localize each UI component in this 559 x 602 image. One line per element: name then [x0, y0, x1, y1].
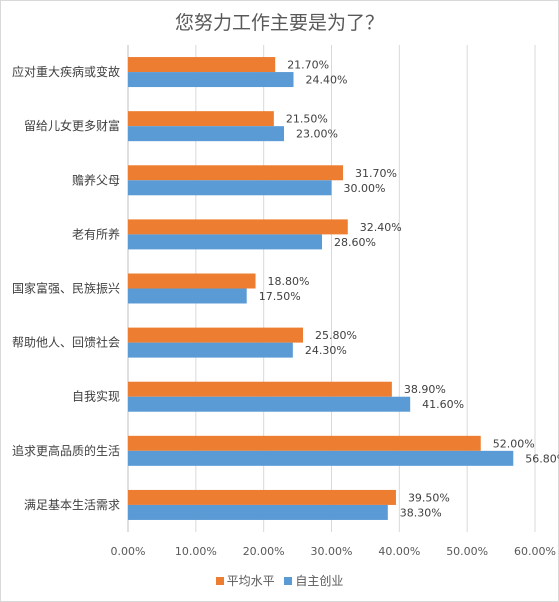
- data-label-series-0-cat-5: 25.80%: [315, 329, 357, 342]
- data-label-series-1-cat-8: 38.30%: [400, 506, 442, 519]
- x-tick-label-5: 50.00%: [446, 545, 488, 558]
- legend-label-series-1: 自主创业: [295, 574, 344, 588]
- bar-series-0-cat-2: [128, 165, 344, 181]
- legend-label-series-0: 平均水平: [226, 574, 275, 588]
- category-label-7: 追求更高品质的生活: [12, 443, 120, 458]
- x-tick-label-0: 0.00%: [111, 545, 146, 558]
- legend: 平均水平 自主创业: [0, 572, 559, 589]
- category-label-3: 老有所养: [72, 226, 120, 241]
- legend-swatch-series-1: [284, 576, 293, 585]
- bar-series-0-cat-4: [128, 273, 256, 289]
- data-label-series-1-cat-1: 23.00%: [296, 128, 338, 141]
- category-label-0: 应对重大疾病或变故: [12, 64, 120, 79]
- x-tick-label-1: 10.00%: [175, 545, 217, 558]
- data-label-series-0-cat-4: 18.80%: [268, 275, 310, 288]
- data-label-series-1-cat-5: 24.30%: [305, 344, 347, 357]
- bar-series-0-cat-7: [128, 435, 481, 451]
- data-label-series-0-cat-8: 39.50%: [408, 491, 450, 504]
- bar-series-0-cat-6: [128, 381, 392, 397]
- bar-series-0-cat-5: [128, 327, 304, 343]
- category-label-2: 赡养父母: [72, 172, 120, 187]
- bar-series-1-cat-6: [128, 396, 411, 412]
- bar-series-1-cat-7: [128, 450, 514, 466]
- data-label-series-0-cat-2: 31.70%: [355, 167, 397, 180]
- bar-series-1-cat-1: [128, 126, 285, 142]
- category-label-6: 自我实现: [72, 389, 120, 404]
- data-label-series-1-cat-2: 30.00%: [344, 182, 386, 195]
- data-label-series-1-cat-0: 24.40%: [306, 74, 348, 87]
- chart-title: 您努力工作主要是为了？: [174, 12, 384, 34]
- data-label-series-1-cat-4: 17.50%: [259, 290, 301, 303]
- legend-swatch-series-0: [215, 576, 224, 585]
- data-label-series-0-cat-3: 32.40%: [360, 221, 402, 234]
- legend-item-series-1: 自主创业: [284, 572, 343, 589]
- bar-series-1-cat-8: [128, 504, 388, 520]
- bar-series-0-cat-1: [128, 111, 274, 127]
- bar-series-1-cat-2: [128, 180, 332, 196]
- bar-series-1-cat-5: [128, 342, 293, 358]
- x-tick-label-4: 40.00%: [378, 545, 420, 558]
- legend-item-series-0: 平均水平: [215, 572, 275, 589]
- data-label-series-1-cat-3: 28.60%: [334, 236, 376, 249]
- bar-series-1-cat-3: [128, 234, 323, 250]
- category-label-1: 留给儿女更多财富: [24, 118, 120, 133]
- category-label-5: 帮助他人、回馈社会: [12, 335, 120, 350]
- data-label-series-0-cat-0: 21.70%: [287, 59, 329, 72]
- x-tick-label-3: 30.00%: [311, 545, 353, 558]
- bar-series-0-cat-8: [128, 489, 396, 505]
- category-label-8: 满足基本生活需求: [24, 498, 120, 512]
- data-label-series-1-cat-6: 41.60%: [422, 398, 464, 411]
- data-label-series-0-cat-1: 21.50%: [286, 113, 328, 126]
- x-tick-label-2: 20.00%: [243, 545, 285, 558]
- data-label-series-1-cat-7: 56.80%: [525, 452, 559, 465]
- bar-series-0-cat-0: [128, 57, 276, 73]
- data-label-series-0-cat-7: 52.00%: [493, 437, 535, 450]
- bar-series-0-cat-3: [128, 219, 348, 235]
- x-tick-label-6: 60.00%: [514, 545, 556, 558]
- data-label-series-0-cat-6: 38.90%: [404, 383, 446, 396]
- bar-series-1-cat-0: [128, 72, 294, 88]
- category-label-4: 国家富强、民族振兴: [12, 281, 120, 296]
- bar-series-1-cat-4: [128, 288, 247, 304]
